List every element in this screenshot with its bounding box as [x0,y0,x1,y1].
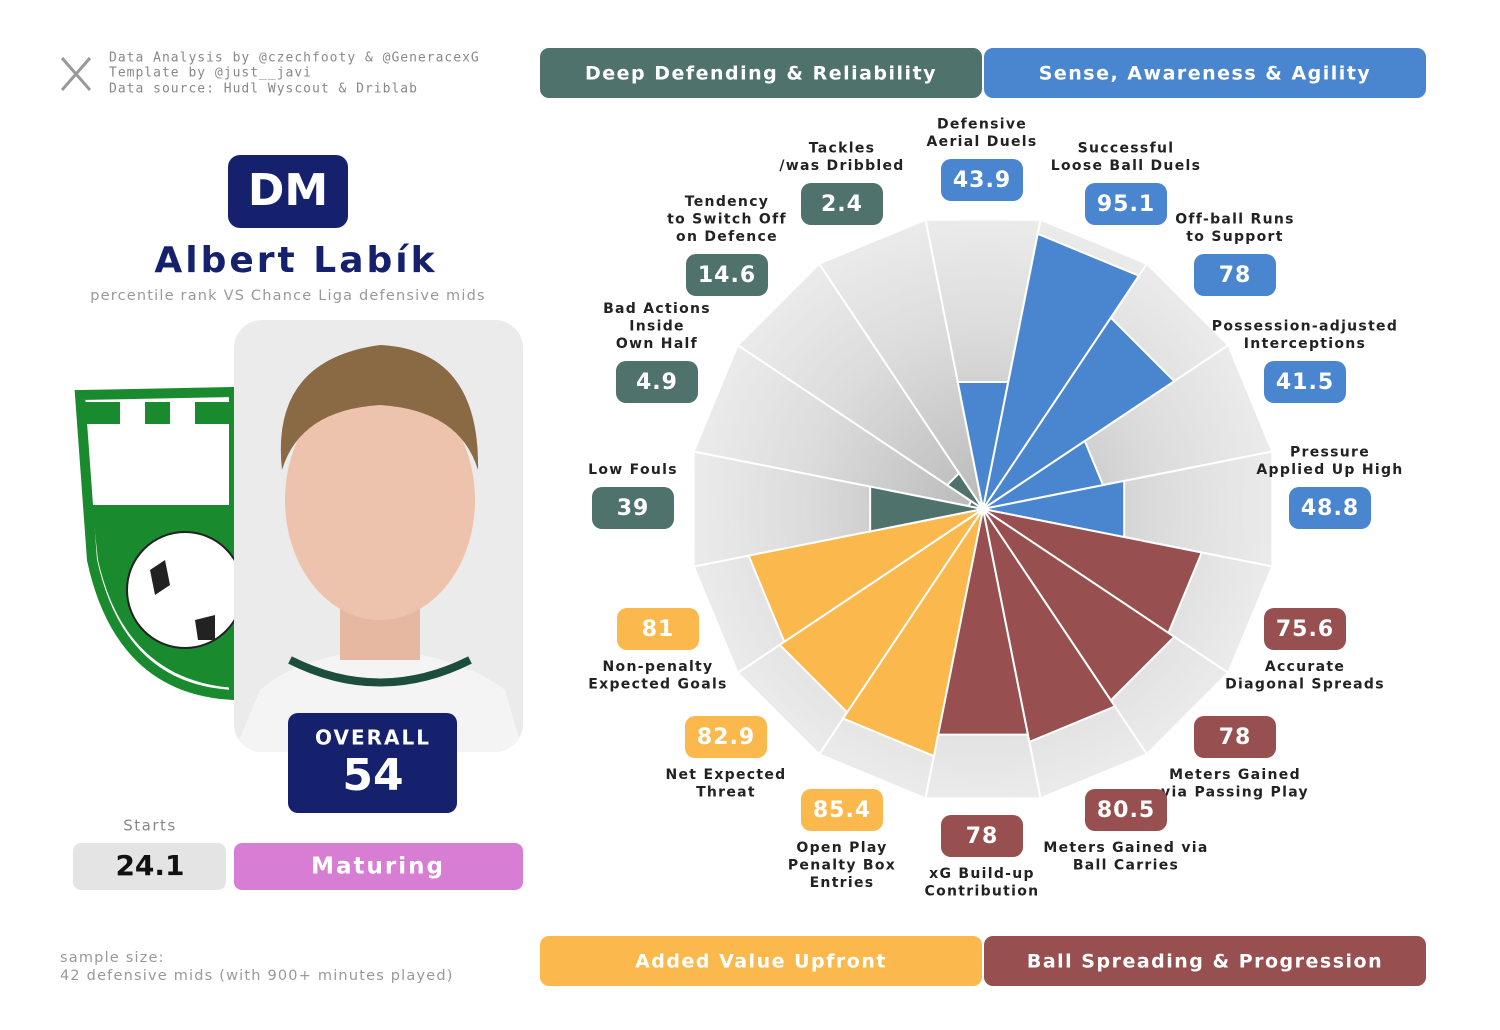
overall-label: OVERALL [315,726,431,750]
value-box [1264,361,1346,403]
value-label: 48.8 [1301,496,1359,521]
value-label: 41.5 [1276,370,1334,395]
value-label: 82.9 [697,725,755,750]
value-box [941,159,1023,201]
player-name: Albert Labík [154,240,437,281]
credit: Template by @just__javi [109,66,312,81]
metric-label: Inside [629,319,685,335]
metric-label: Pressure [1290,445,1370,461]
metric-label: Net Expected [666,767,787,783]
group-header [540,936,982,986]
value-box [801,183,883,225]
overall-box [288,713,457,813]
metric-label: Own Half [616,336,698,352]
metric-label: xG Build-up [929,866,1035,882]
value-box [616,361,698,403]
group-header [984,48,1426,98]
metric-label: Non-penalty [603,659,714,675]
value-box [1194,716,1276,758]
bar [869,485,984,533]
value-box [686,254,768,296]
metric-label: Open Play [796,840,887,856]
bar [977,500,984,510]
metric-label: Applied Up High [1256,462,1403,478]
value-box [941,815,1023,857]
group-header-label: Sense, Awareness & Agility [1039,63,1372,85]
metric-label: Ball Carries [1073,858,1179,874]
metric-label: Aerial Duels [927,134,1038,150]
metric-label: Loose Ball Duels [1051,158,1201,174]
position: DM [248,165,328,216]
metric-label: to Switch Off [667,212,787,228]
credit: Data source: Hudl Wyscout & Driblab [109,82,418,97]
metric-label: Contribution [925,884,1040,900]
bar [945,471,984,510]
metric-label: Tackles [809,141,876,157]
metric-label: on Defence [676,229,778,245]
subtitle: percentile rank VS Chance Liga defensive… [90,288,486,304]
group-header [984,936,1426,986]
starts-value: 24.1 [115,849,184,882]
starts-box [73,843,226,890]
value-label: 78 [1219,725,1252,750]
value-label: 78 [1219,263,1252,288]
bar [747,508,984,644]
value-label: 75.6 [1276,617,1334,642]
metric-label: Accurate [1265,659,1345,675]
group-header-label: Deep Defending & Reliability [585,63,937,85]
metric-label: /was Dribbled [779,158,904,174]
x-logo [60,57,92,91]
metric-label: Threat [696,785,756,801]
value-label: 39 [617,496,650,521]
position-badge [228,155,348,228]
value-label: 85.4 [813,798,871,823]
metric-label: Possession-adjusted [1212,319,1398,335]
metric-label: Expected Goals [588,677,727,693]
value-box [1085,183,1167,225]
value-label: 80.5 [1097,798,1155,823]
metric-label: to Support [1186,229,1284,245]
metric-label: Penalty Box [788,858,896,874]
metric-label: Off-ball Runs [1175,212,1295,228]
value-box [1264,608,1346,650]
metric-label: Meters Gained [1169,767,1301,783]
value-box [592,487,674,529]
value-label: 43.9 [953,168,1011,193]
metric-label: Interceptions [1244,336,1366,352]
value-label: 14.6 [698,263,756,288]
metric-label: via Passing Play [1161,785,1309,801]
value-label: 81 [642,617,675,642]
value-box [617,608,699,650]
credit: Data Analysis by @czechfooty & @Generace… [109,51,480,66]
value-box [801,789,883,831]
metric-label: Meters Gained via [1043,840,1208,856]
value-box [1085,789,1167,831]
overall-value: 54 [342,750,403,801]
value-label: 78 [966,824,999,849]
group-header-label: Added Value Upfront [635,951,887,973]
metric-label: Diagonal Spreads [1225,677,1385,693]
value-label: 95.1 [1097,192,1155,217]
value-box [1194,254,1276,296]
group-header-label: Ball Spreading & Progression [1027,951,1383,973]
status: Maturing [311,854,445,880]
club-crest [74,386,244,701]
metric-label: Low Fouls [588,462,678,478]
value-box [685,716,767,758]
sample-size: 42 defensive mids (with 900+ minutes pla… [60,968,454,984]
metric-label: Successful [1078,141,1175,157]
value-label: 4.9 [636,370,678,395]
value-box [1289,487,1371,529]
metric-label: Entries [810,875,875,891]
value-label: 2.4 [821,192,863,217]
segment-background [817,218,984,510]
sample-size: sample size: [60,950,165,966]
metric-label: Defensive [937,117,1027,133]
metric-label: Tendency [685,194,769,210]
group-header [540,48,982,98]
starts-label: Starts [123,817,176,835]
status-box [234,843,523,890]
metric-label: Bad Actions [603,301,711,317]
